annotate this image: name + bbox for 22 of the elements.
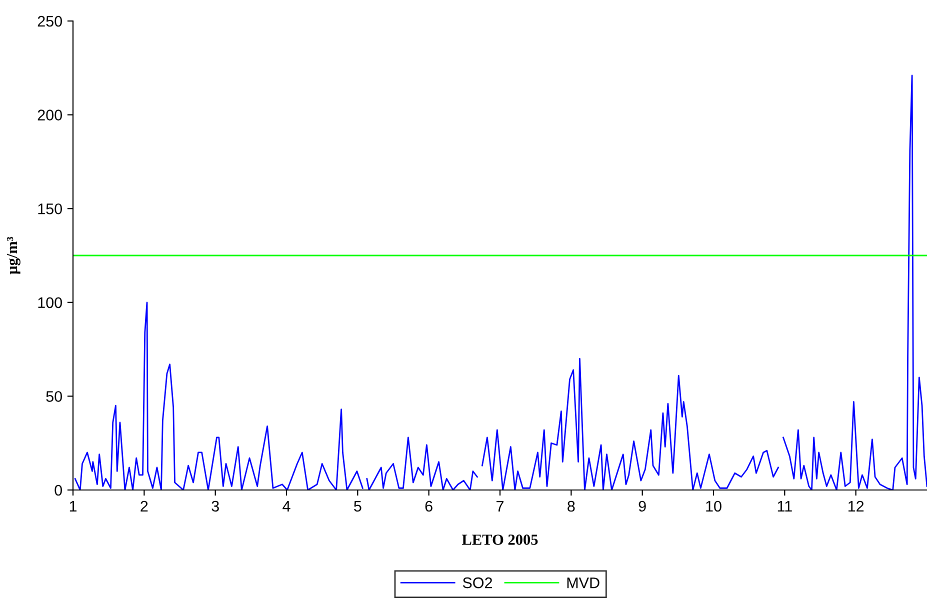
x-tick-label: 2 — [140, 500, 148, 512]
legend-label: SO2 — [462, 577, 492, 588]
x-tick-label: 4 — [282, 500, 290, 512]
x-axis-title: LETO 2005 — [462, 534, 538, 545]
y-tick-label: 250 — [38, 16, 62, 27]
x-tick-label: 10 — [706, 500, 722, 512]
x-tick-label: 1 — [70, 500, 77, 512]
y-tick-label: 100 — [38, 297, 62, 308]
x-tick-label: 3 — [212, 500, 219, 512]
y-tick-label: 0 — [54, 484, 62, 496]
y-tick-label: 150 — [38, 203, 62, 214]
x-tick-label: 12 — [848, 500, 864, 512]
y-axis-title: μg/m³ — [6, 236, 20, 274]
y-tick-label: 200 — [38, 110, 62, 120]
x-tick-label: 9 — [638, 500, 646, 512]
x-tick-label: 11 — [778, 500, 792, 512]
x-tick-label: 5 — [354, 500, 362, 512]
x-tick-label: 6 — [425, 500, 432, 512]
x-tick-label: 8 — [568, 500, 575, 512]
legend-label: MVD — [567, 578, 600, 588]
y-tick-label: 50 — [46, 391, 62, 402]
x-tick-label: 7 — [496, 500, 504, 512]
